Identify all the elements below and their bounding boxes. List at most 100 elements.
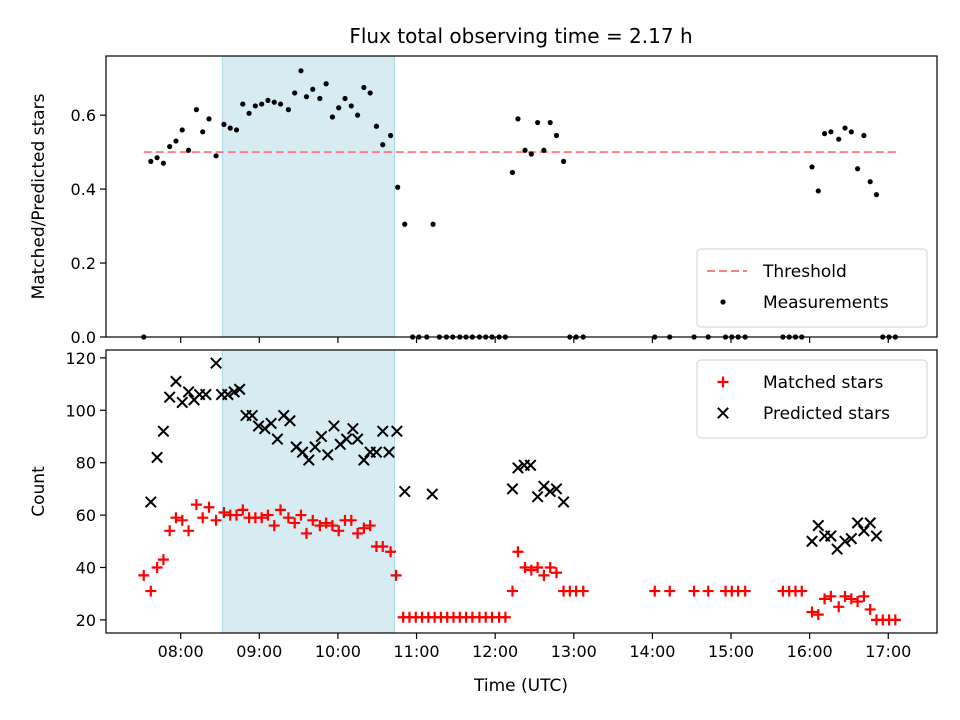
matched-star-point: [157, 554, 169, 566]
measurement-point: [206, 116, 212, 122]
matched-star-point: [237, 504, 249, 516]
predicted-star-point: [851, 517, 864, 529]
measurement-point: [323, 81, 329, 87]
measurement-point: [342, 95, 348, 102]
measurement-point: [553, 132, 560, 139]
matched-star-point: [812, 609, 824, 621]
measurement-point: [848, 129, 854, 135]
matched-star-point: [138, 569, 150, 581]
measurement-point: [854, 166, 861, 172]
measurement-point: [367, 90, 373, 96]
measurement-point: [185, 147, 192, 153]
matched-star-point: [275, 504, 287, 516]
matched-star-point: [806, 606, 818, 618]
predicted-star-point: [717, 407, 729, 419]
measurement-point: [836, 136, 842, 142]
matched-star-point: [385, 546, 397, 558]
predicted-star-point: [383, 446, 395, 459]
measurement-point: [285, 107, 291, 113]
x-tick-label: 15:00: [708, 642, 754, 661]
legend-box: [696, 359, 928, 439]
measurement-point: [259, 101, 265, 107]
matched-star-point: [333, 525, 345, 537]
predicted-star-point: [357, 454, 370, 466]
measurement-point: [387, 132, 394, 139]
predicted-star-point: [163, 391, 176, 404]
matched-star-point: [538, 569, 550, 581]
measurement-point: [395, 184, 401, 190]
predicted-star-point: [512, 462, 524, 474]
predicted-star-point: [524, 459, 537, 472]
chart-title: Flux total observing time = 2.17 h: [349, 24, 692, 48]
predicted-star-point: [328, 420, 340, 432]
measurement-point: [361, 84, 367, 91]
predicted-star-point: [340, 433, 353, 446]
predicted-star-point: [398, 485, 411, 498]
matched-star-point: [170, 512, 182, 524]
predicted-star-point: [157, 425, 170, 438]
observing-window-shade: [221, 55, 396, 338]
predicted-star-point: [182, 386, 195, 398]
measurement-point: [233, 127, 240, 133]
measurement-point: [380, 142, 386, 148]
matched-star-point: [203, 501, 215, 513]
matched-star-point: [506, 585, 518, 597]
x-tick-label: 10:00: [315, 642, 361, 661]
matched-star-point: [858, 590, 870, 602]
predicted-star-point: [376, 425, 389, 438]
x-tick-label: 13:00: [551, 642, 597, 661]
matched-star-point: [839, 590, 851, 602]
predicted-star-point: [426, 488, 439, 501]
predicted-star-point: [144, 496, 157, 508]
x-tick-label: 09:00: [236, 642, 282, 661]
matched-star-point: [352, 527, 364, 539]
predicted-star-point: [176, 396, 189, 409]
matched-star-point: [525, 564, 537, 576]
matched-star-point: [314, 520, 326, 532]
measurement-point: [265, 97, 271, 103]
x-tick-label: 12:00: [472, 642, 518, 661]
predicted-star-point: [864, 517, 877, 529]
predicted-star-point: [531, 490, 544, 503]
measurement-point: [271, 99, 277, 105]
predicted-star-point: [506, 482, 519, 495]
predicted-star-point: [246, 409, 259, 422]
matched-star-point: [702, 585, 714, 597]
matched-star-point: [183, 525, 195, 537]
series-measurements: [141, 68, 898, 340]
legend-box: [696, 248, 928, 328]
matched-star-point: [833, 601, 845, 613]
matched-star-point: [845, 593, 857, 605]
observing-window-shade: [221, 349, 396, 634]
matched-star-point: [390, 569, 402, 581]
matched-star-point: [256, 512, 268, 524]
predicted-star-point: [271, 433, 284, 446]
y-axis-label: Count: [29, 466, 49, 517]
predicted-star-point: [544, 485, 557, 498]
x-tick-label: 08:00: [158, 642, 204, 661]
legend-label: Measurements: [763, 293, 889, 313]
y-axis-label: Matched/Predicted stars: [29, 93, 49, 299]
matched-star-point: [377, 541, 389, 553]
measurement-point: [246, 110, 252, 116]
matched-star-point: [320, 517, 332, 529]
matched-star-point: [295, 509, 307, 521]
predicted-star-point: [233, 383, 246, 396]
measurement-point: [541, 147, 547, 153]
measurement-point: [336, 105, 342, 111]
count-panel: 20 40 60 80 100 120 08:00 09:00 10:00 11:00 12:00 1…: [29, 349, 938, 661]
x-tick-label: 14:00: [629, 642, 675, 661]
measurement-point: [303, 94, 310, 100]
matched-star-point: [268, 520, 280, 532]
x-axis-label: Time (UTC): [473, 676, 568, 696]
x-tick-label: 17:00: [865, 642, 911, 661]
measurement-point: [842, 125, 848, 131]
matched-star-point: [164, 525, 176, 537]
measurement-point: [547, 119, 553, 126]
measurement-point: [277, 101, 284, 107]
series-matched-stars: [138, 499, 901, 626]
matched-star-point: [197, 512, 209, 524]
predicted-star-point: [390, 425, 403, 438]
y-tick-label: 20: [76, 611, 96, 630]
